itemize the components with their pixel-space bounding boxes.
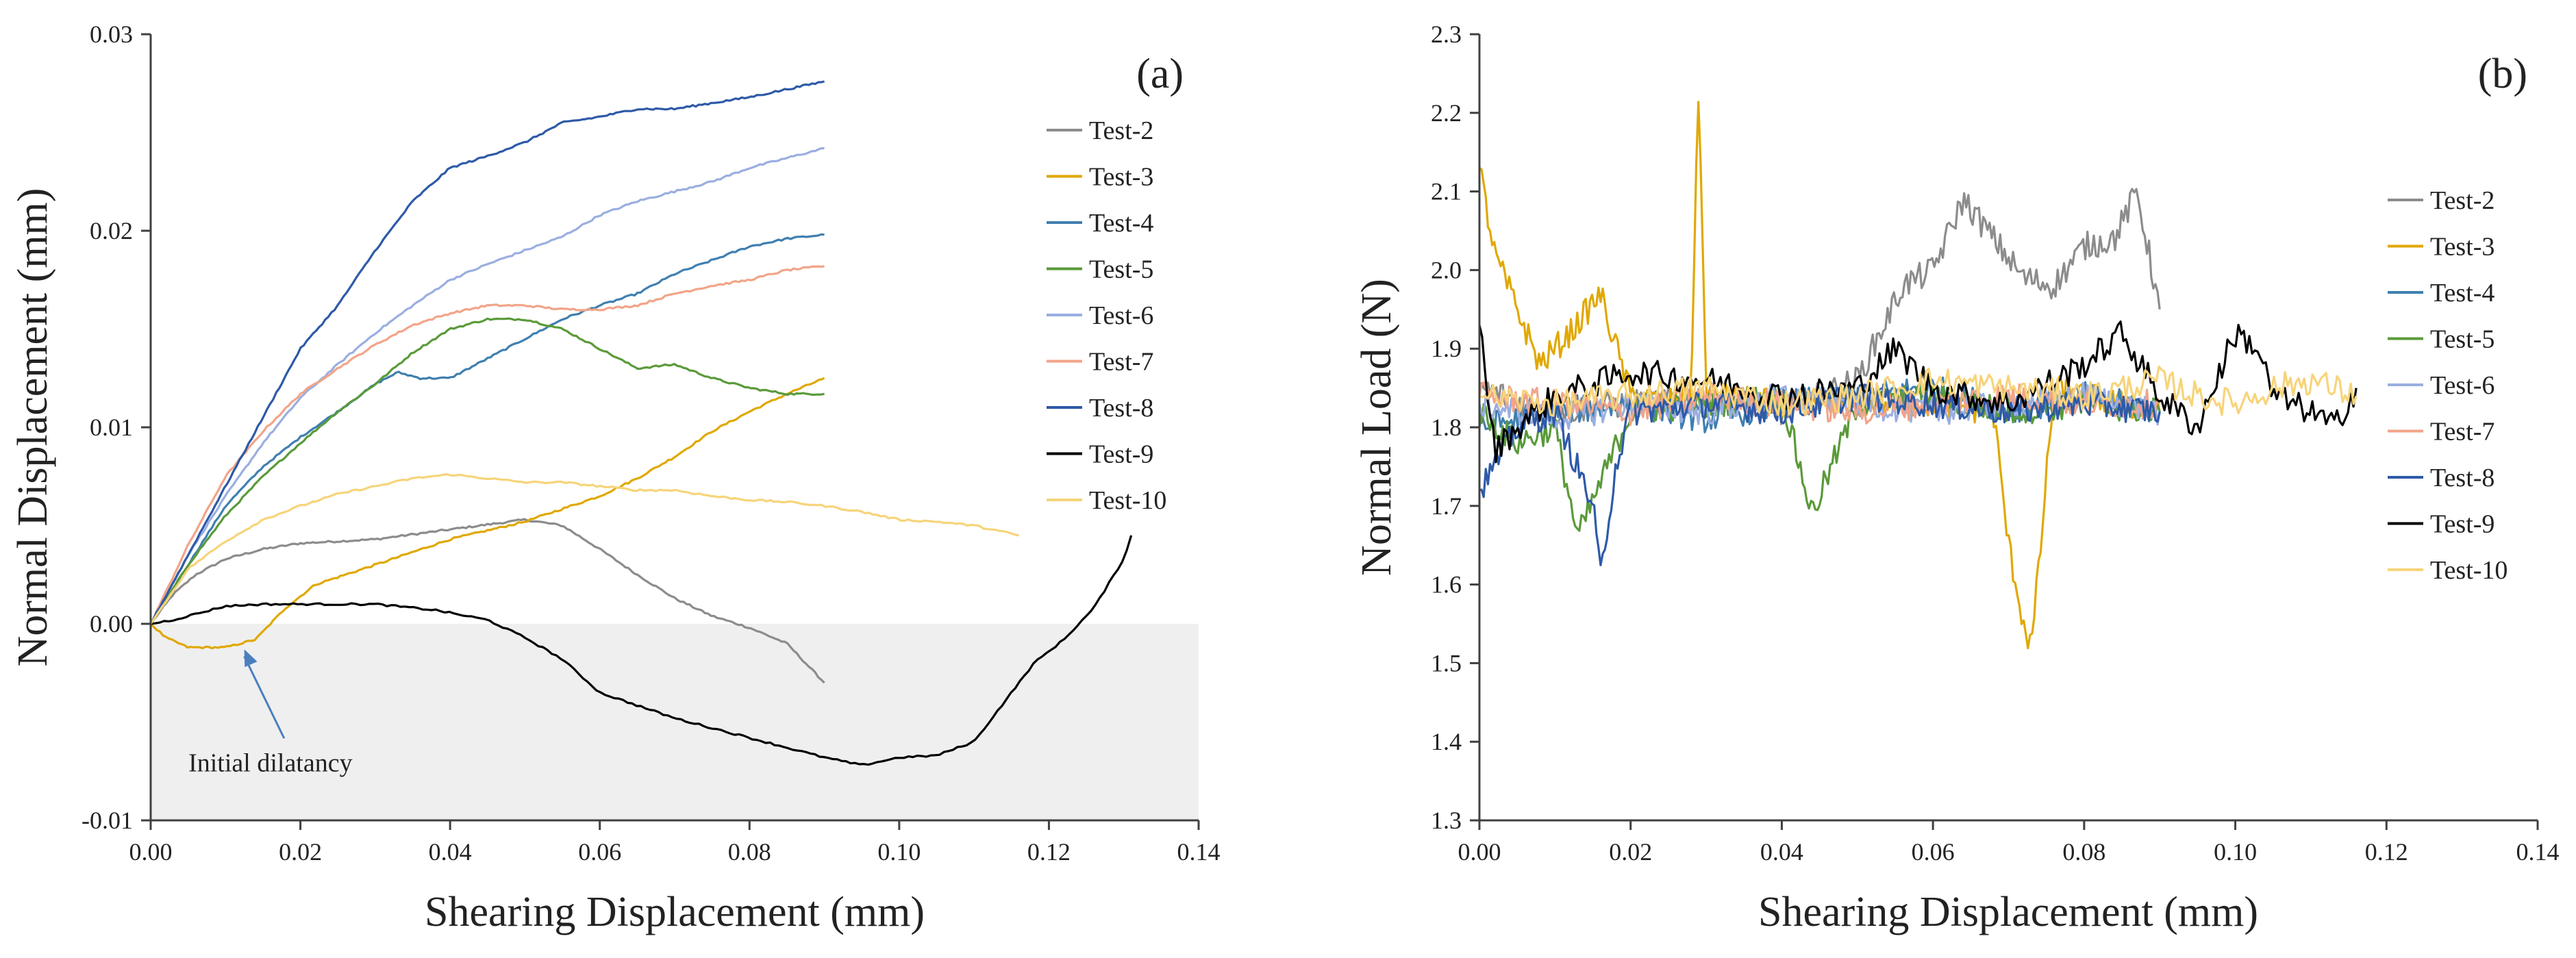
legend-label-b-test-4: Test-4 bbox=[2430, 279, 2494, 307]
annotation-arrow-head bbox=[244, 649, 258, 668]
x-tick-label-a: 0.12 bbox=[1027, 838, 1071, 866]
x-tick-label-a: 0.00 bbox=[129, 838, 173, 866]
y-tick-label-b: 1.5 bbox=[1431, 649, 1462, 677]
series-line-a-test-9 bbox=[150, 535, 1133, 766]
legend-label-a-test-7: Test-7 bbox=[1089, 348, 1153, 377]
panel-a-chart: 0.00 0.02 0.04 0.06 0.08 0.10 0.12 0.14 -0.01 0.0… bbox=[10, 21, 1221, 935]
panel-b-axes bbox=[1470, 33, 2539, 830]
series-line-b-test-5 bbox=[1478, 383, 2161, 532]
y-tick-label-b: 2.1 bbox=[1431, 178, 1462, 205]
legend-label-a-test-6: Test-6 bbox=[1089, 301, 1153, 330]
x-tick-label-a: 0.06 bbox=[578, 838, 621, 866]
y-tick-label-a: 0.01 bbox=[90, 414, 133, 441]
y-tick-label-b: 1.4 bbox=[1431, 728, 1462, 755]
series-line-a-test-8 bbox=[149, 80, 825, 625]
y-tick-label-b: 1.7 bbox=[1431, 492, 1462, 520]
series-line-a-test-7 bbox=[149, 265, 825, 625]
panel-b-x-axis-title: Shearing Displacement (mm) bbox=[1758, 889, 2258, 935]
panel-a-y-axis-title: Normal Displacement (mm) bbox=[10, 188, 56, 666]
panel-a-legend: Test-2 Test-3 Test-4 Test-5 Test-6 Test-7 Test… bbox=[1047, 116, 1166, 515]
legend-label-b-test-9: Test-9 bbox=[2430, 510, 2494, 539]
panel-a-shaded-region bbox=[151, 624, 1199, 820]
x-tick-label-a: 0.10 bbox=[877, 838, 921, 866]
x-tick-label-a: 0.14 bbox=[1177, 838, 1221, 866]
panel-b-tick-labels: 0.00 0.02 0.04 0.06 0.08 0.10 0.12 0.14 1.3 1.4 1.… bbox=[1431, 21, 2560, 866]
panel-a-x-axis-title: Shearing Displacement (mm) bbox=[425, 889, 925, 935]
legend-label-a-test-10: Test-10 bbox=[1089, 486, 1166, 515]
series-line-b-test-8 bbox=[1479, 383, 2161, 566]
series-line-a-test-2 bbox=[149, 518, 825, 684]
y-tick-label-a: 0.02 bbox=[90, 217, 133, 244]
y-tick-label-a: 0.03 bbox=[90, 21, 133, 48]
y-tick-label-b: 1.6 bbox=[1431, 571, 1462, 598]
y-tick-label-a: -0.01 bbox=[82, 807, 133, 834]
legend-label-a-test-5: Test-5 bbox=[1089, 255, 1153, 284]
legend-label-b-test-10: Test-10 bbox=[2430, 556, 2508, 585]
series-line-b-test-9 bbox=[1478, 320, 2358, 464]
x-tick-label-b: 0.06 bbox=[1912, 838, 1955, 866]
legend-label-b-test-2: Test-2 bbox=[2430, 186, 2494, 215]
annotation-text: Initial dilatancy bbox=[188, 748, 353, 777]
panel-b-legend: Test-2 Test-3 Test-4 Test-5 Test-6 Test-7 Test… bbox=[2388, 186, 2508, 585]
x-tick-label-a: 0.02 bbox=[279, 838, 322, 866]
legend-label-b-test-3: Test-3 bbox=[2430, 233, 2494, 262]
legend-label-b-test-6: Test-6 bbox=[2430, 371, 2494, 400]
y-tick-label-b: 1.9 bbox=[1431, 335, 1462, 362]
series-line-a-test-5 bbox=[149, 317, 825, 625]
legend-label-a-test-8: Test-8 bbox=[1089, 394, 1153, 423]
y-tick-label-a: 0.00 bbox=[90, 610, 133, 638]
series-line-a-test-6 bbox=[149, 147, 825, 625]
panel-a-annotation: Initial dilatancy bbox=[188, 649, 353, 777]
legend-label-a-test-3: Test-3 bbox=[1089, 163, 1153, 192]
panel-b-chart: 0.00 0.02 0.04 0.06 0.08 0.10 0.12 0.14 1.3 1.4 1.… bbox=[1353, 21, 2560, 935]
series-line-b-test-10 bbox=[1479, 365, 2358, 418]
x-tick-label-b: 0.14 bbox=[2516, 838, 2560, 866]
legend-label-a-test-2: Test-2 bbox=[1089, 116, 1153, 145]
panel-a-label: (a) bbox=[1136, 51, 1184, 97]
panel-a-series-lines bbox=[149, 80, 1133, 766]
legend-label-a-test-4: Test-4 bbox=[1089, 209, 1153, 238]
legend-label-a-test-9: Test-9 bbox=[1089, 440, 1153, 469]
series-line-b-test-6 bbox=[1478, 381, 2161, 432]
x-tick-label-a: 0.04 bbox=[429, 838, 472, 866]
legend-label-b-test-7: Test-7 bbox=[2430, 418, 2494, 446]
panel-b-y-axis-title: Normal Load (N) bbox=[1353, 279, 1400, 576]
x-tick-label-b: 0.04 bbox=[1760, 838, 1803, 866]
y-tick-label-b: 1.3 bbox=[1431, 807, 1462, 834]
y-tick-label-b: 2.2 bbox=[1431, 99, 1462, 127]
y-tick-label-b: 2.0 bbox=[1431, 256, 1462, 283]
panel-a-axes bbox=[141, 33, 1200, 830]
panel-b-series-lines bbox=[1478, 101, 2358, 650]
series-line-a-test-4 bbox=[149, 233, 825, 625]
annotation-arrow-line bbox=[243, 655, 286, 739]
x-tick-label-a: 0.08 bbox=[728, 838, 771, 866]
panel-b-label: (b) bbox=[2478, 51, 2527, 97]
y-tick-label-b: 1.8 bbox=[1431, 414, 1462, 441]
legend-label-b-test-8: Test-8 bbox=[2430, 464, 2494, 492]
x-tick-label-b: 0.08 bbox=[2062, 838, 2105, 866]
series-line-a-test-10 bbox=[149, 472, 1020, 625]
legend-label-b-test-5: Test-5 bbox=[2430, 325, 2494, 354]
panel-a-tick-labels: 0.00 0.02 0.04 0.06 0.08 0.10 0.12 0.14 -0.01 0.0… bbox=[82, 21, 1221, 866]
x-tick-label-b: 0.00 bbox=[1458, 838, 1501, 866]
y-tick-label-b: 2.3 bbox=[1431, 21, 1462, 48]
x-tick-label-b: 0.10 bbox=[2214, 838, 2257, 866]
x-tick-label-b: 0.02 bbox=[1609, 838, 1652, 866]
series-line-a-test-3 bbox=[149, 377, 825, 650]
x-tick-label-b: 0.12 bbox=[2365, 838, 2408, 866]
